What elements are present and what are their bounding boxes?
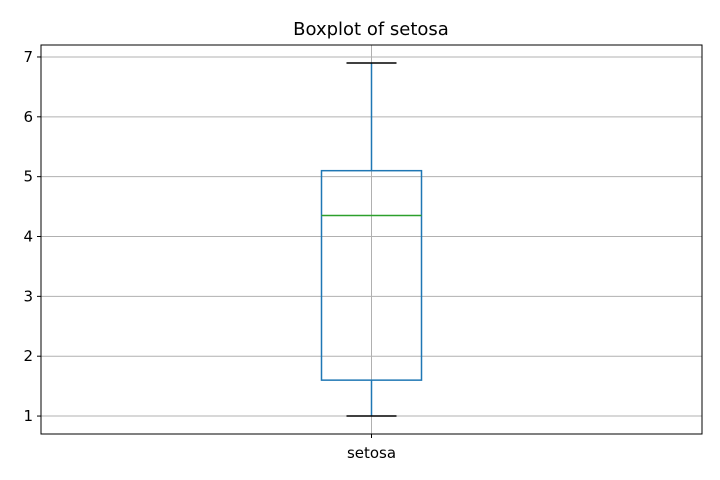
plot-frame [40, 44, 703, 435]
y-tick-label: 6 [23, 108, 33, 126]
y-tick-label: 2 [23, 347, 33, 365]
y-tick-label: 3 [23, 287, 33, 305]
y-tick-label: 4 [23, 228, 33, 246]
box-iqr [320, 169, 423, 381]
y-tick-label: 1 [23, 407, 33, 425]
chart-title: Boxplot of setosa [293, 19, 449, 40]
x-axis-ticks: setosa [347, 434, 396, 462]
y-axis-ticks: 1 2 3 4 5 6 7 [23, 48, 41, 425]
y-tick-label: 5 [23, 168, 33, 186]
x-tick-label: setosa [347, 444, 396, 462]
y-tick-label: 7 [23, 48, 33, 66]
box-plot-marks [320, 62, 423, 417]
